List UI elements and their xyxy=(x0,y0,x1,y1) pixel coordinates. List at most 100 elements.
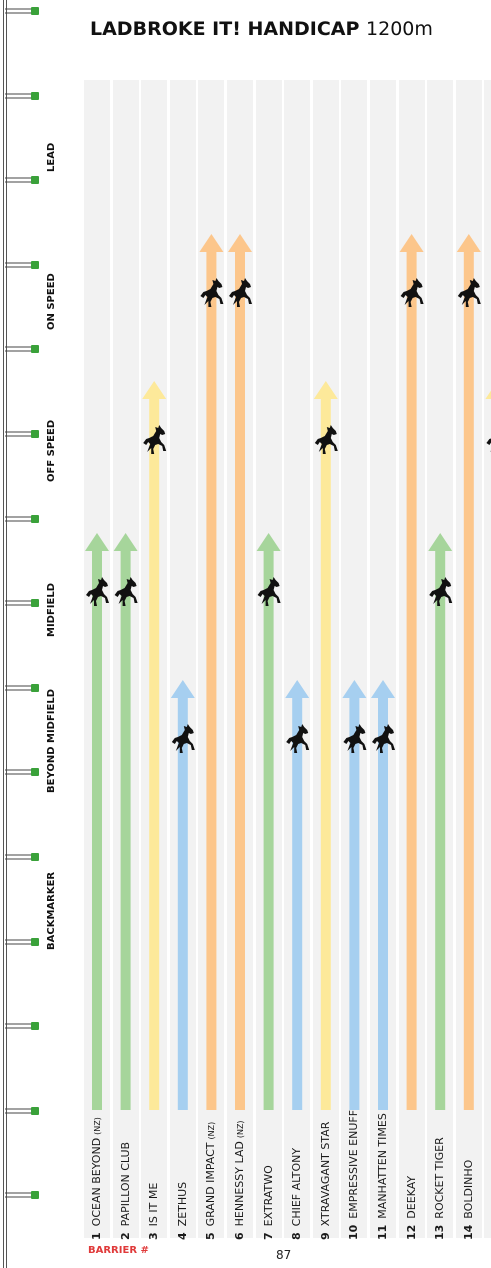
rail-post-icon xyxy=(5,7,39,15)
barrier-number: 12 xyxy=(404,1224,418,1240)
runner-name: EMPRESSIVE ENUFF xyxy=(347,1109,361,1219)
runner-arrow xyxy=(199,234,224,1110)
runner-arrow xyxy=(142,381,167,1110)
runner-label-text: 4 ZETHUS xyxy=(176,1182,189,1240)
arrow-shaft xyxy=(235,250,245,1110)
rail-post-icon xyxy=(5,176,39,185)
runner-arrow xyxy=(456,234,481,1110)
runner-name: CHIEF ALTONY xyxy=(290,1147,304,1227)
horse-icon xyxy=(486,438,491,452)
runner-suffix: (NZ) xyxy=(207,1121,217,1140)
arrow-head xyxy=(399,234,424,252)
horse-icon xyxy=(400,278,424,307)
arrow-shaft xyxy=(120,549,131,1110)
runner-label-text: 3 IS IT ME xyxy=(147,1183,160,1240)
rail-post-icon xyxy=(5,599,39,608)
barrier-number: 10 xyxy=(347,1224,361,1240)
runner-arrow xyxy=(399,234,424,1110)
rail-post-icon xyxy=(5,430,39,438)
runner-arrow xyxy=(342,680,367,1110)
arrow-shaft xyxy=(378,696,388,1110)
arrow-shaft xyxy=(263,549,274,1110)
rail-post-icon xyxy=(5,1106,39,1115)
runner-label-text: 1 OCEAN BEYOND (NZ) xyxy=(90,1117,103,1240)
barrier-number: 6 xyxy=(233,1232,246,1240)
runner-arrow xyxy=(485,390,491,399)
horse-icon xyxy=(114,577,138,606)
runner-name: GRAND IMPACT xyxy=(204,1142,218,1227)
barrier-label: BARRIER # xyxy=(88,1245,149,1256)
rail-post-icon xyxy=(5,1022,39,1031)
runner-label-text: 10 EMPRESSIVE ENUFF xyxy=(347,1110,360,1240)
runner-label-text: 6 HENNESSY LAD (NZ) xyxy=(233,1120,246,1240)
horse-icon xyxy=(171,724,195,753)
horse-icon xyxy=(200,278,224,307)
arrow-head xyxy=(285,680,310,698)
arrow-shaft xyxy=(435,549,446,1110)
arrow-head xyxy=(256,533,281,551)
horse-icon xyxy=(429,577,453,606)
rail-post-icon xyxy=(5,260,39,269)
arrow-head xyxy=(142,381,167,399)
runner-label-text: 14 BOLDINHO xyxy=(462,1160,475,1240)
runner-label-text: 12 DEEKAY xyxy=(405,1176,418,1240)
runner-arrow xyxy=(228,234,252,1110)
runner-suffix: (NZ) xyxy=(93,1117,102,1135)
barrier-number: 3 xyxy=(147,1232,161,1240)
barrier-number: 5 xyxy=(204,1232,218,1240)
page-number: 87 xyxy=(276,1248,292,1262)
lane-background xyxy=(484,80,491,1238)
running-rail xyxy=(3,0,7,1268)
barrier-number: 14 xyxy=(461,1224,475,1240)
horse-icon xyxy=(343,724,367,753)
horse-icon xyxy=(229,278,252,307)
rail-post-icon xyxy=(5,768,39,777)
arrow-shaft xyxy=(349,696,360,1110)
runner-label-text: 7 EXTRATWO xyxy=(262,1165,275,1240)
runner-name: EXTRATWO xyxy=(261,1165,275,1227)
arrow-head xyxy=(456,234,481,252)
horse-icon xyxy=(457,278,481,307)
runner-arrow xyxy=(170,680,195,1110)
arrow-head xyxy=(170,680,195,698)
arrow-shaft xyxy=(206,250,217,1110)
barrier-number: 4 xyxy=(175,1232,189,1240)
race-title: LADBROKE IT! HANDICAP 1200m xyxy=(90,18,433,40)
runner-name: XTRAVAGANT STAR xyxy=(318,1121,332,1227)
horse-icon xyxy=(86,577,109,606)
arrow-shaft xyxy=(463,250,474,1110)
barrier-number: 7 xyxy=(261,1232,275,1240)
runner-name: IS IT ME xyxy=(147,1182,161,1227)
barrier-number: 9 xyxy=(318,1232,332,1240)
arrow-head xyxy=(371,680,395,698)
runner-name: ZETHUS xyxy=(175,1181,189,1227)
arrow-head xyxy=(85,533,109,551)
arrow-shaft xyxy=(92,549,102,1110)
runner-label-text: 8 CHIEF ALTONY xyxy=(290,1148,303,1240)
runner-name: OCEAN BEYOND xyxy=(90,1137,103,1227)
runner-arrow xyxy=(428,533,453,1110)
arrow-shaft xyxy=(177,696,188,1110)
runner-name: HENNESSY LAD xyxy=(233,1141,246,1227)
runner-arrow xyxy=(256,533,281,1110)
arrow-head xyxy=(228,234,252,252)
runner-arrow xyxy=(85,533,109,1110)
arrow-shaft xyxy=(292,696,303,1110)
rail-post-icon xyxy=(5,683,39,692)
arrow-head xyxy=(428,533,453,551)
rail-post-icon xyxy=(5,514,39,523)
runner-arrow xyxy=(371,680,395,1110)
rail-post-icon xyxy=(5,1191,39,1200)
horse-icon xyxy=(314,425,338,454)
arrow-shaft xyxy=(320,397,331,1110)
horse-icon xyxy=(143,425,167,454)
barrier-number: 2 xyxy=(118,1232,132,1240)
arrow-head xyxy=(342,680,367,698)
arrow-head xyxy=(485,390,491,399)
runner-name: DEEKAY xyxy=(404,1175,418,1219)
horse-icon xyxy=(257,577,281,606)
rail-post-icon xyxy=(5,345,39,354)
rail-post-icon xyxy=(5,91,39,100)
